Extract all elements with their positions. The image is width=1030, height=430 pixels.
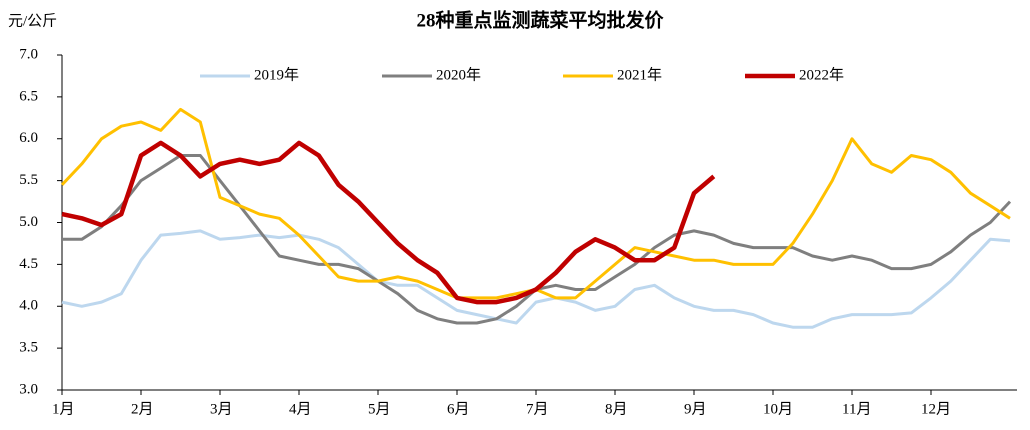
line-series bbox=[62, 154, 1012, 325]
x-tick-label: 2月 bbox=[131, 401, 154, 417]
x-tick-label: 9月 bbox=[684, 401, 707, 417]
x-tick-label: 8月 bbox=[605, 401, 628, 417]
x-tick-label: 3月 bbox=[210, 401, 233, 417]
legend-label: 2020年 bbox=[436, 66, 481, 83]
y-tick-label: 4.0 bbox=[19, 298, 38, 314]
x-tick-label: 1月 bbox=[52, 401, 75, 417]
y-tick-label: 5.0 bbox=[19, 214, 38, 230]
line-series bbox=[61, 140, 716, 305]
x-tick-label: 7月 bbox=[526, 401, 549, 417]
x-tick-label: 11月 bbox=[842, 401, 871, 417]
y-tick-label: 6.0 bbox=[19, 130, 38, 146]
line-series bbox=[61, 229, 1011, 329]
legend-label: 2021年 bbox=[617, 66, 662, 83]
x-tick-label: 10月 bbox=[763, 401, 793, 417]
x-tick-label: 6月 bbox=[447, 401, 470, 417]
y-tick-label: 7.0 bbox=[19, 46, 38, 62]
x-tick-label: 4月 bbox=[289, 401, 312, 417]
y-tick-label: 4.5 bbox=[19, 256, 38, 272]
y-axis-label: 元/公斤 bbox=[8, 12, 57, 29]
x-tick-label: 5月 bbox=[368, 401, 391, 417]
legend-label: 2022年 bbox=[799, 66, 844, 83]
legend-label: 2019年 bbox=[254, 66, 299, 83]
y-tick-label: 3.0 bbox=[19, 381, 38, 397]
y-tick-label: 5.5 bbox=[19, 172, 38, 188]
x-tick-label: 12月 bbox=[921, 401, 951, 417]
line-series bbox=[60, 107, 1011, 300]
y-tick-label: 6.5 bbox=[19, 88, 38, 104]
y-tick-label: 3.5 bbox=[19, 340, 38, 356]
chart-title: 28种重点监测蔬菜平均批发价 bbox=[416, 8, 664, 31]
